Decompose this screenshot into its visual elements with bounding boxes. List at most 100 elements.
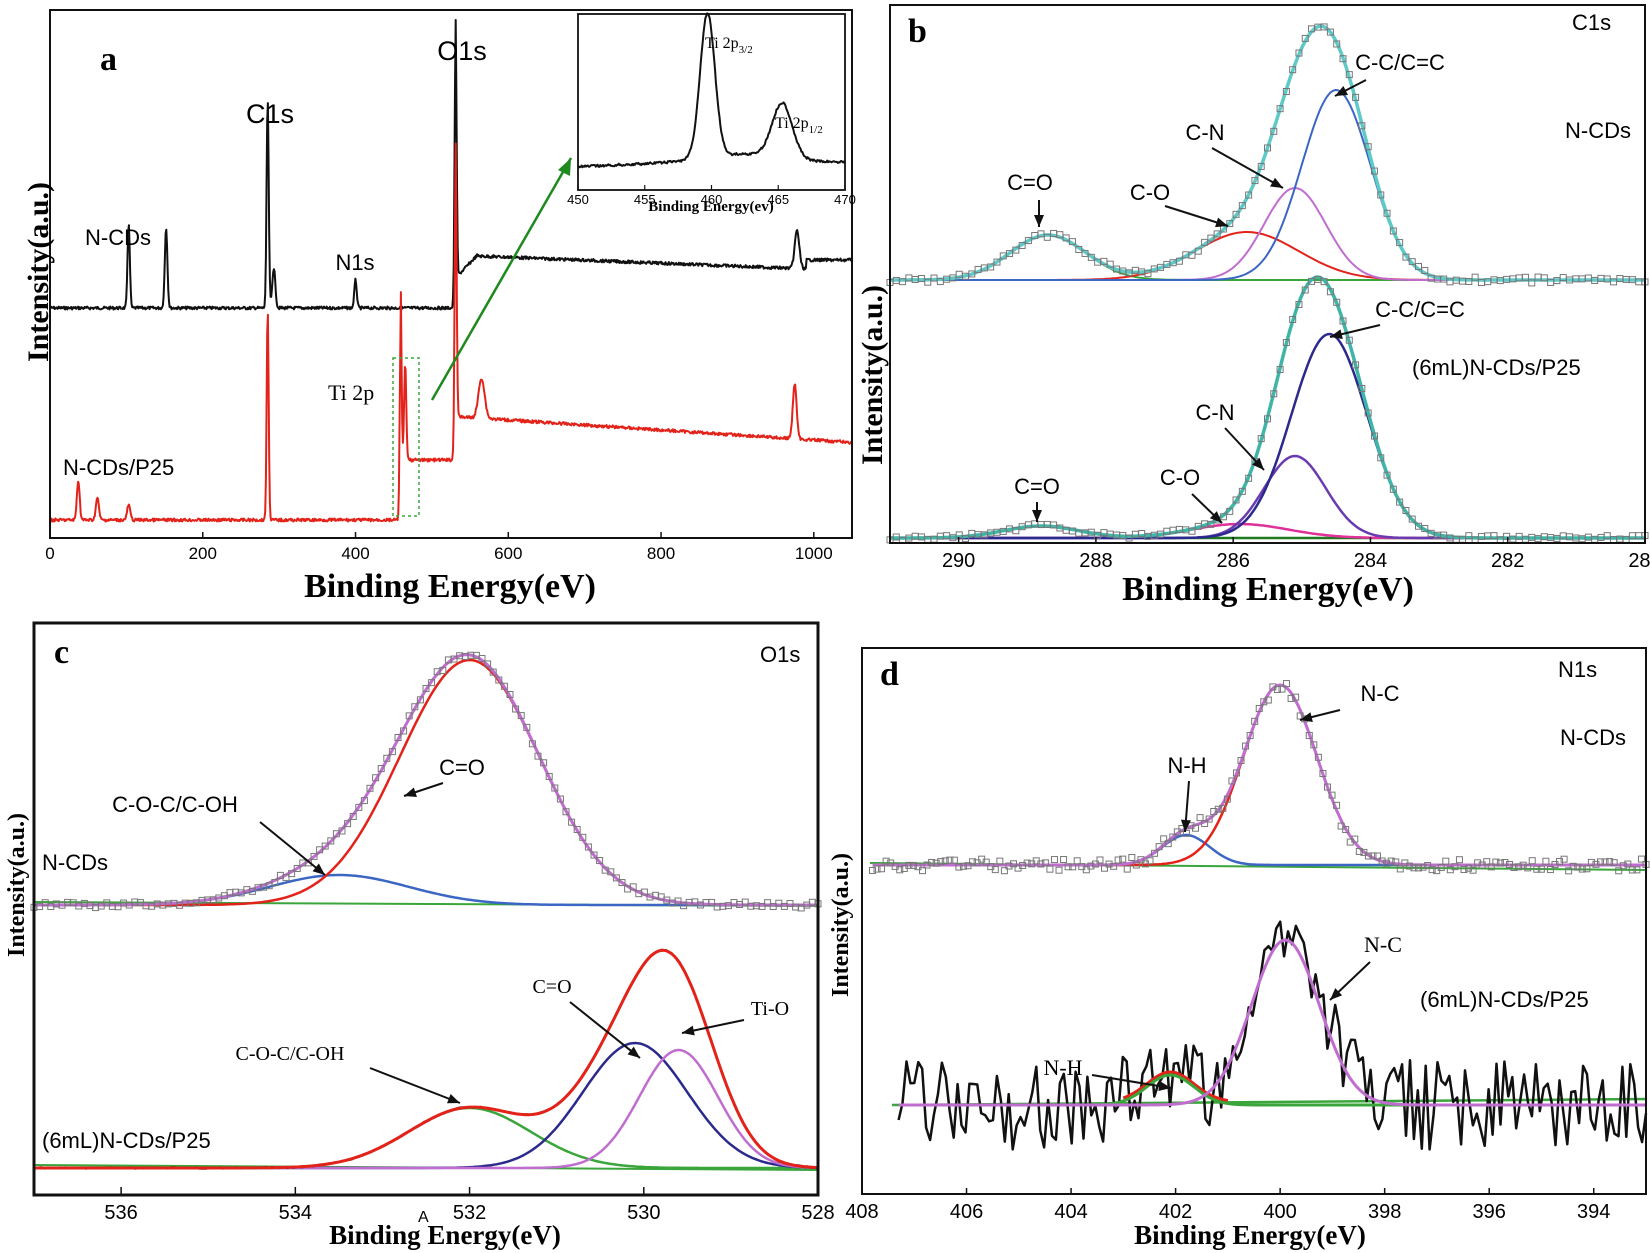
panel-a: 0 200 400 600 800 1000 a Binding Energy(eV) I…: [22, 9, 856, 605]
panel-d-top-datapoint-73: [1201, 820, 1209, 828]
panel-d-top-datapoint-126: [1442, 857, 1450, 865]
panel-d-top-datapoint-27: [991, 866, 999, 874]
panel-d-tick-label-404: 404: [1054, 1201, 1087, 1223]
panel-b-bottom-datapoint-64: [1289, 316, 1297, 324]
panel-b-top-datapoint-85: [1421, 267, 1429, 275]
panel-c-stray-label: A: [418, 1209, 429, 1226]
panel-b-top-datapoint-81: [1396, 239, 1404, 247]
panel-b-top-cn-label: C-N: [1185, 120, 1224, 145]
panel-c-top-datapoint-2: [41, 899, 49, 907]
panel-d-top-datapoint-168: [1633, 866, 1641, 874]
panel-d-top-datapoint-101: [1328, 791, 1336, 799]
panel-b-top-datapoint-65: [1295, 49, 1303, 57]
panel-a-inset-peak1-label: Ti 2p3/2: [705, 35, 753, 56]
panel-b-top-datapoint-60: [1264, 144, 1271, 152]
panel-a-label: a: [100, 41, 117, 78]
panel-d-top-datapoint-90: [1278, 685, 1286, 693]
panel-d-top-datapoint-158: [1587, 858, 1595, 866]
panel-a-inset-line: [577, 12, 846, 169]
panel-d-bottom-nh-red: [1122, 1070, 1229, 1102]
panel-c-label: c: [54, 634, 69, 671]
panel-c-top-datapoint-85: [506, 691, 514, 699]
panel-d-top-datapoint-145: [1528, 857, 1536, 865]
panel-d-bottom-nh-arrow: [1091, 1074, 1172, 1089]
panel-d-top-datapoint-79: [1228, 777, 1236, 785]
panel-c-bottom-co-arrow: [569, 1001, 641, 1059]
panel-c-bottom-co-arrowhead: [627, 1046, 640, 1058]
panel-b-top-datapoint-74: [1352, 93, 1360, 101]
panel-d-top-datapoint-161: [1601, 858, 1609, 866]
panel-a-ylabel: Intensity(a.u.): [22, 182, 55, 362]
panel-c-top-datapoint-61: [372, 774, 380, 782]
panel-d-top-datapoint-162: [1606, 858, 1614, 866]
panel-b-top-datapoint-104: [1540, 274, 1548, 282]
panel-b-bottom-datapoint-83: [1408, 515, 1416, 523]
panel-c-top-datapoint-55: [338, 827, 346, 835]
panel-c-top-datapoint-57: [349, 812, 357, 820]
panel-c-top-datapoint-60: [366, 784, 374, 792]
panel-d-top-datapoint-20: [959, 862, 967, 870]
panel-d-top-datapoint-50: [1096, 856, 1104, 864]
panel-c-tick-label-534: 534: [279, 1202, 312, 1224]
panel-d-label: d: [880, 656, 899, 693]
panel-a-ti2p-label: Ti 2p: [328, 380, 374, 405]
panel-c-top-datapoint-46: [288, 870, 296, 878]
panel-d-top-datapoint-14: [932, 859, 940, 867]
panel-d-top-datapoint-13: [928, 859, 936, 867]
panel-c-top-datapoint-73: [439, 666, 447, 674]
panel-b-top-datapoint-54: [1226, 220, 1234, 228]
panel-c-top-datapoint-96: [568, 818, 576, 826]
panel-b-top-datapoint-5: [917, 275, 925, 283]
panel-c-ylabel: Intensity(a.u.): [4, 813, 30, 957]
panel-c-top-datapoint-47: [293, 864, 301, 872]
panel-b-bottom-cc-arrowhead: [1330, 329, 1343, 340]
panel-b-bottom-cc-label: C-C/C=C: [1375, 297, 1465, 322]
inset-tick-label-470: 470: [834, 192, 856, 207]
panel-b-bottom-co-label: C=O: [1014, 474, 1060, 499]
panel-b-top-datapoint-29: [1068, 238, 1076, 246]
panel-d-top-datapoint-100: [1323, 783, 1331, 791]
panel-b-top-co-arrowhead: [1034, 215, 1044, 227]
panel-d-top-datapoint-167: [1628, 866, 1636, 874]
panel-d-tick-label-396: 396: [1473, 1201, 1506, 1223]
panel-d-tick-label-408: 408: [845, 1201, 878, 1223]
panel-b-top-cn-arrow: [1211, 147, 1284, 189]
panel-d-top-datapoint-18: [950, 856, 958, 864]
panel-d-top-datapoint-74: [1205, 815, 1213, 823]
panel-d-top-nh-arrowhead: [1180, 819, 1191, 832]
panel-c-top-datapoint-104: [612, 874, 620, 882]
panel-d-top-datapoint-130: [1460, 865, 1468, 873]
panel-a-zoom-arrow: [430, 157, 573, 401]
panel-d-top-datapoint-99: [1319, 769, 1327, 777]
panel-d-frame: [861, 647, 1647, 1195]
panel-b-curves: [886, 23, 1649, 544]
panel-a-ti2p-box: [392, 357, 420, 517]
panel-b-xlabel: Binding Energy(eV): [1122, 571, 1414, 608]
panel-a-inset: 450 455 460 465 470 Binding Energy(ev) Ti 2p…: [567, 12, 856, 215]
panel-a-inset-peak2-sub: 1/2: [809, 124, 823, 136]
panel-b-top-c-o-label: C-O: [1130, 180, 1170, 205]
panel-d-top-datapoint-52: [1105, 860, 1113, 868]
panel-d-top-datapoint-87: [1264, 696, 1272, 704]
panel-d-xticks: 408 406 404 402 400 398 396 394: [845, 1188, 1610, 1223]
panel-b-bottom-datapoint-63: [1282, 339, 1290, 347]
panel-c-bottom-coc-arrow: [369, 1067, 461, 1104]
panel-b-top-co-label: C=O: [1007, 170, 1053, 195]
panel-b-top-datapoint-30: [1075, 245, 1083, 253]
panel-c-top-datapoint-39: [248, 887, 256, 895]
panel-b-bottom-datapoint-71: [1333, 298, 1341, 306]
panel-a-inset-peak1-sub: 3/2: [739, 44, 753, 56]
panel-d-top-datapoint-77: [1219, 804, 1227, 812]
panel-d-top-datapoint-165: [1619, 862, 1627, 870]
panel-d-top-datapoint-123: [1428, 866, 1436, 874]
panel-c-top-datapoint-94: [556, 795, 564, 803]
panel-d-top-datapoint-151: [1556, 857, 1564, 865]
panel-c-bottom-envelope: [34, 948, 819, 1170]
panel-d-top-datapoint-69: [1182, 829, 1190, 837]
panel-d-bottom-nh-label: N-H: [1043, 1055, 1082, 1080]
panel-b-bottom-datapoint-77: [1370, 432, 1378, 440]
panel-b-top-component-4: [890, 89, 1645, 281]
panel-c: 536 534 532 530 528 c O1s N-CDs (6mL)N-CDs/P…: [4, 621, 835, 1250]
panel-d-top-datapoint-136: [1487, 863, 1495, 871]
panel-d-top-datapoint-132: [1469, 866, 1477, 874]
